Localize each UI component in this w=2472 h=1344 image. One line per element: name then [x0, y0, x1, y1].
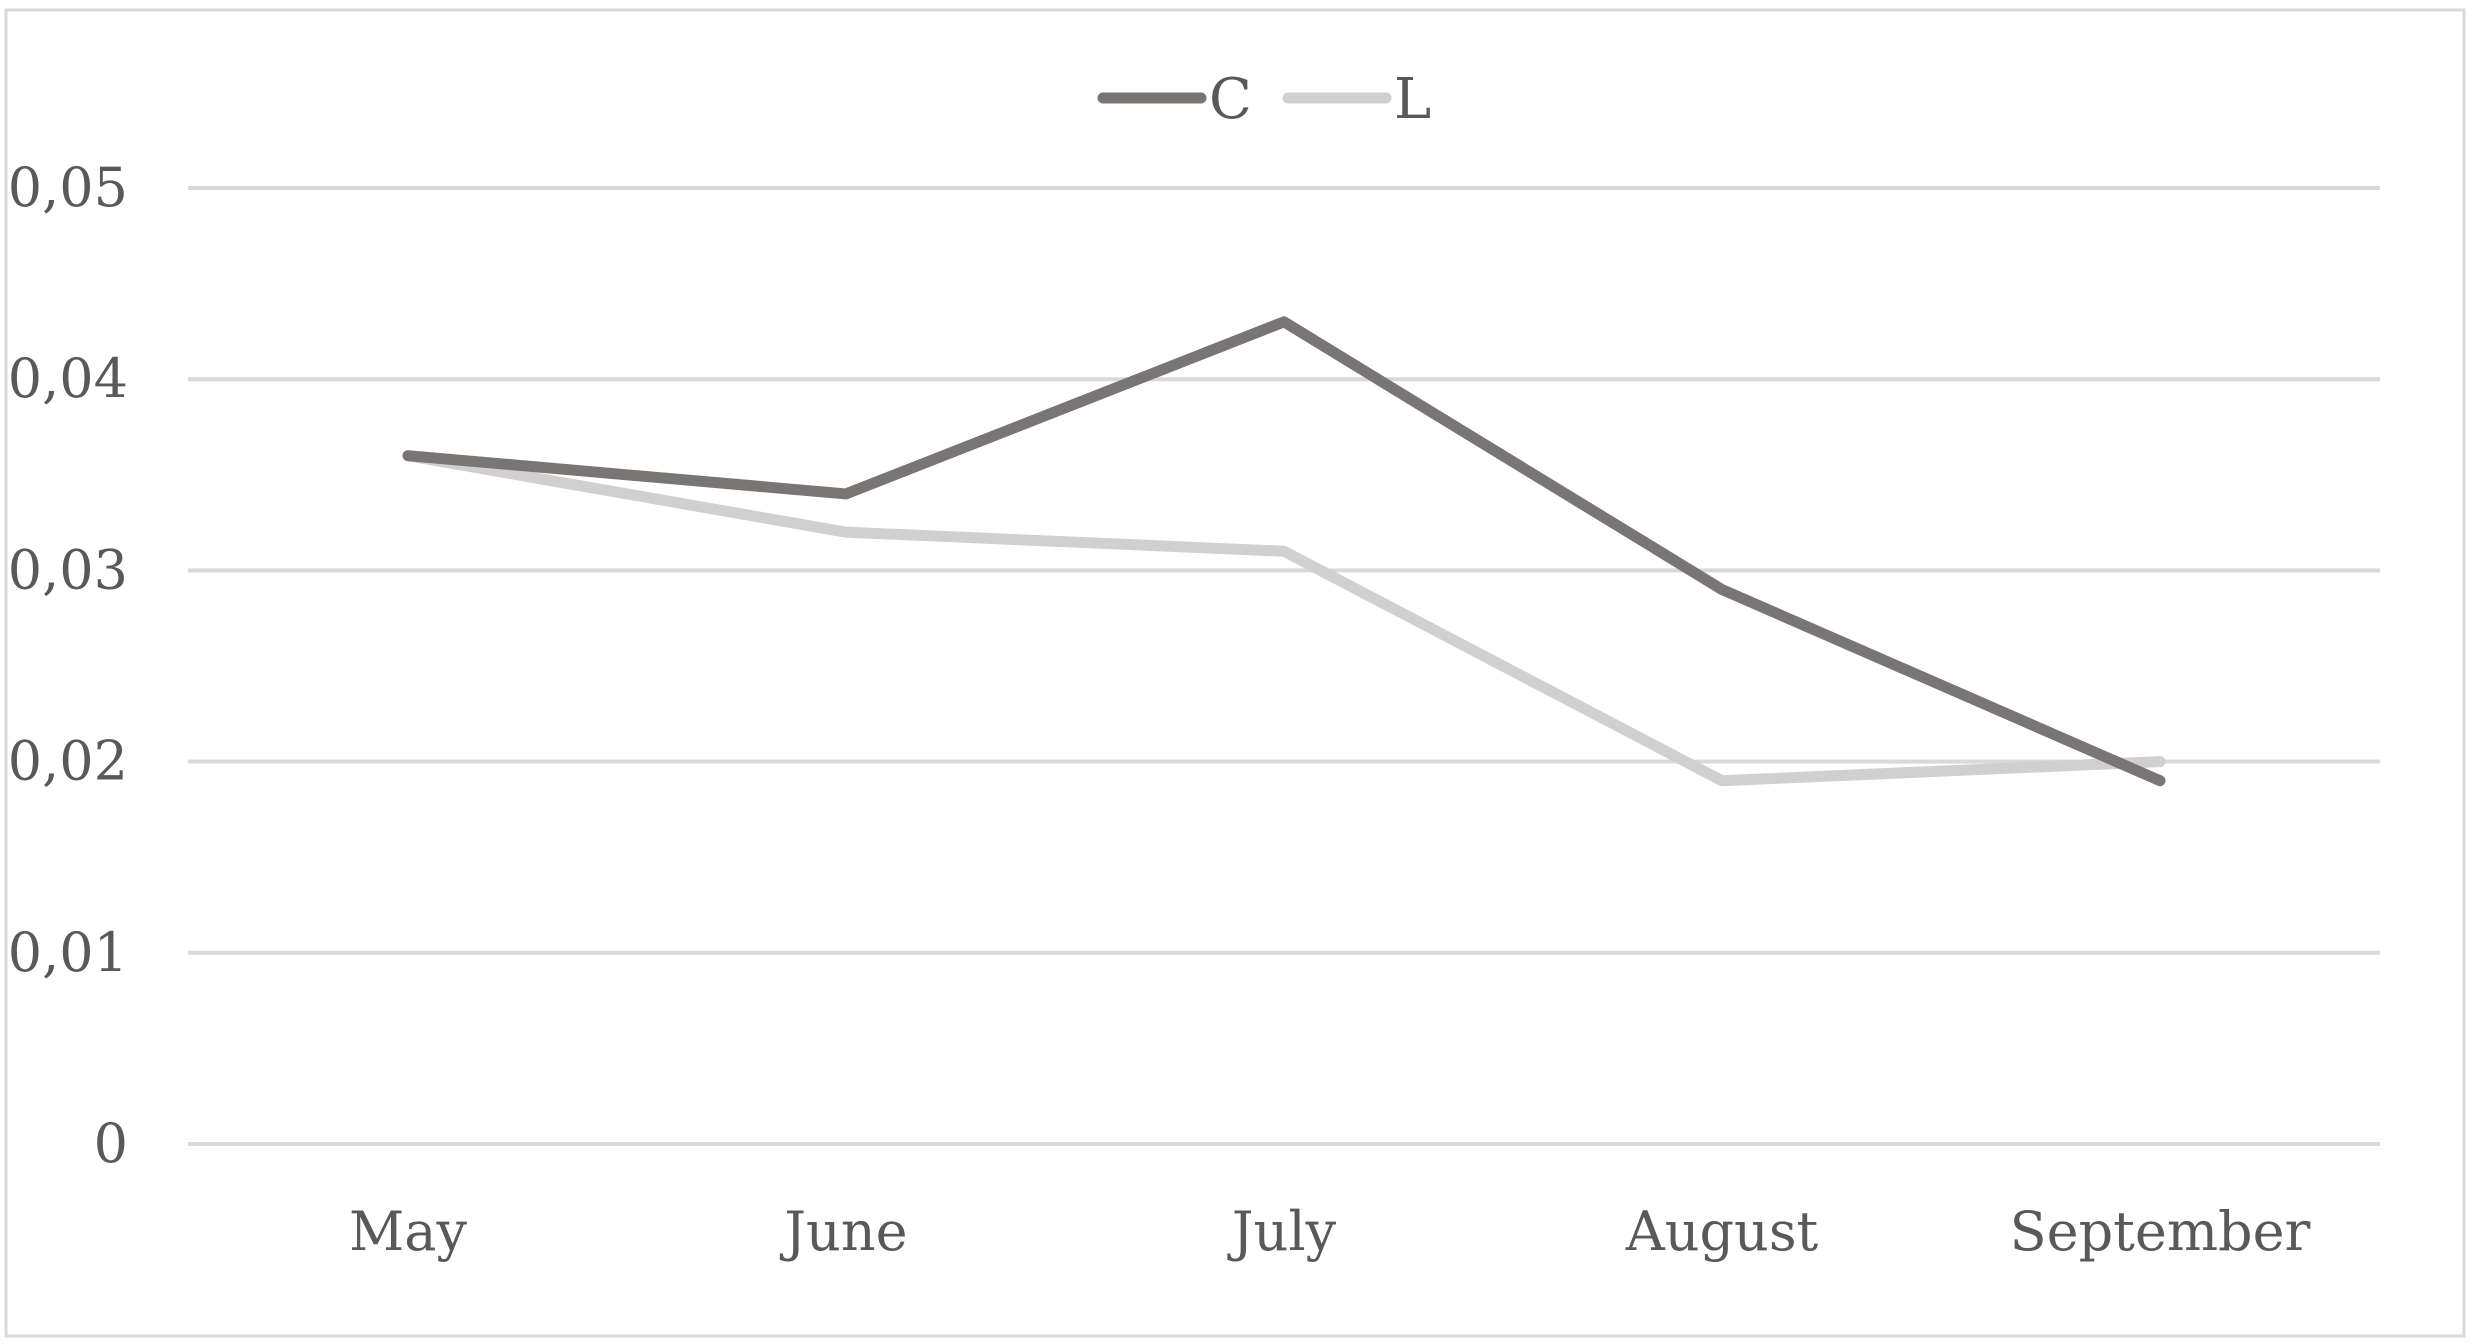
- x-tick-label: August: [1625, 1200, 1819, 1263]
- y-tick-label: 0,01: [8, 921, 128, 984]
- y-tick-label: 0,04: [8, 347, 128, 410]
- y-tick-label: 0,03: [8, 538, 128, 601]
- gridlines: [188, 186, 2380, 1146]
- x-tick-label: June: [779, 1200, 907, 1263]
- chart-border: [4, 8, 2466, 1338]
- legend-label-l: L: [1394, 67, 1431, 132]
- x-tick-label: July: [1227, 1200, 1337, 1263]
- y-axis-tick-labels: 0 0,01 0,02 0,03 0,04 0,05: [8, 156, 128, 1175]
- series-line-l: [402, 450, 2166, 787]
- x-tick-label: September: [2010, 1200, 2311, 1263]
- series-line-c: [402, 316, 2166, 787]
- x-axis-tick-labels: May June July August September: [349, 1200, 2311, 1263]
- y-tick-label: 0: [94, 1112, 128, 1175]
- y-tick-label: 0,05: [8, 156, 128, 219]
- legend-label-c: C: [1209, 67, 1252, 132]
- series-lines: [402, 316, 2166, 787]
- y-tick-label: 0,02: [8, 730, 128, 793]
- x-tick-label: May: [349, 1200, 467, 1263]
